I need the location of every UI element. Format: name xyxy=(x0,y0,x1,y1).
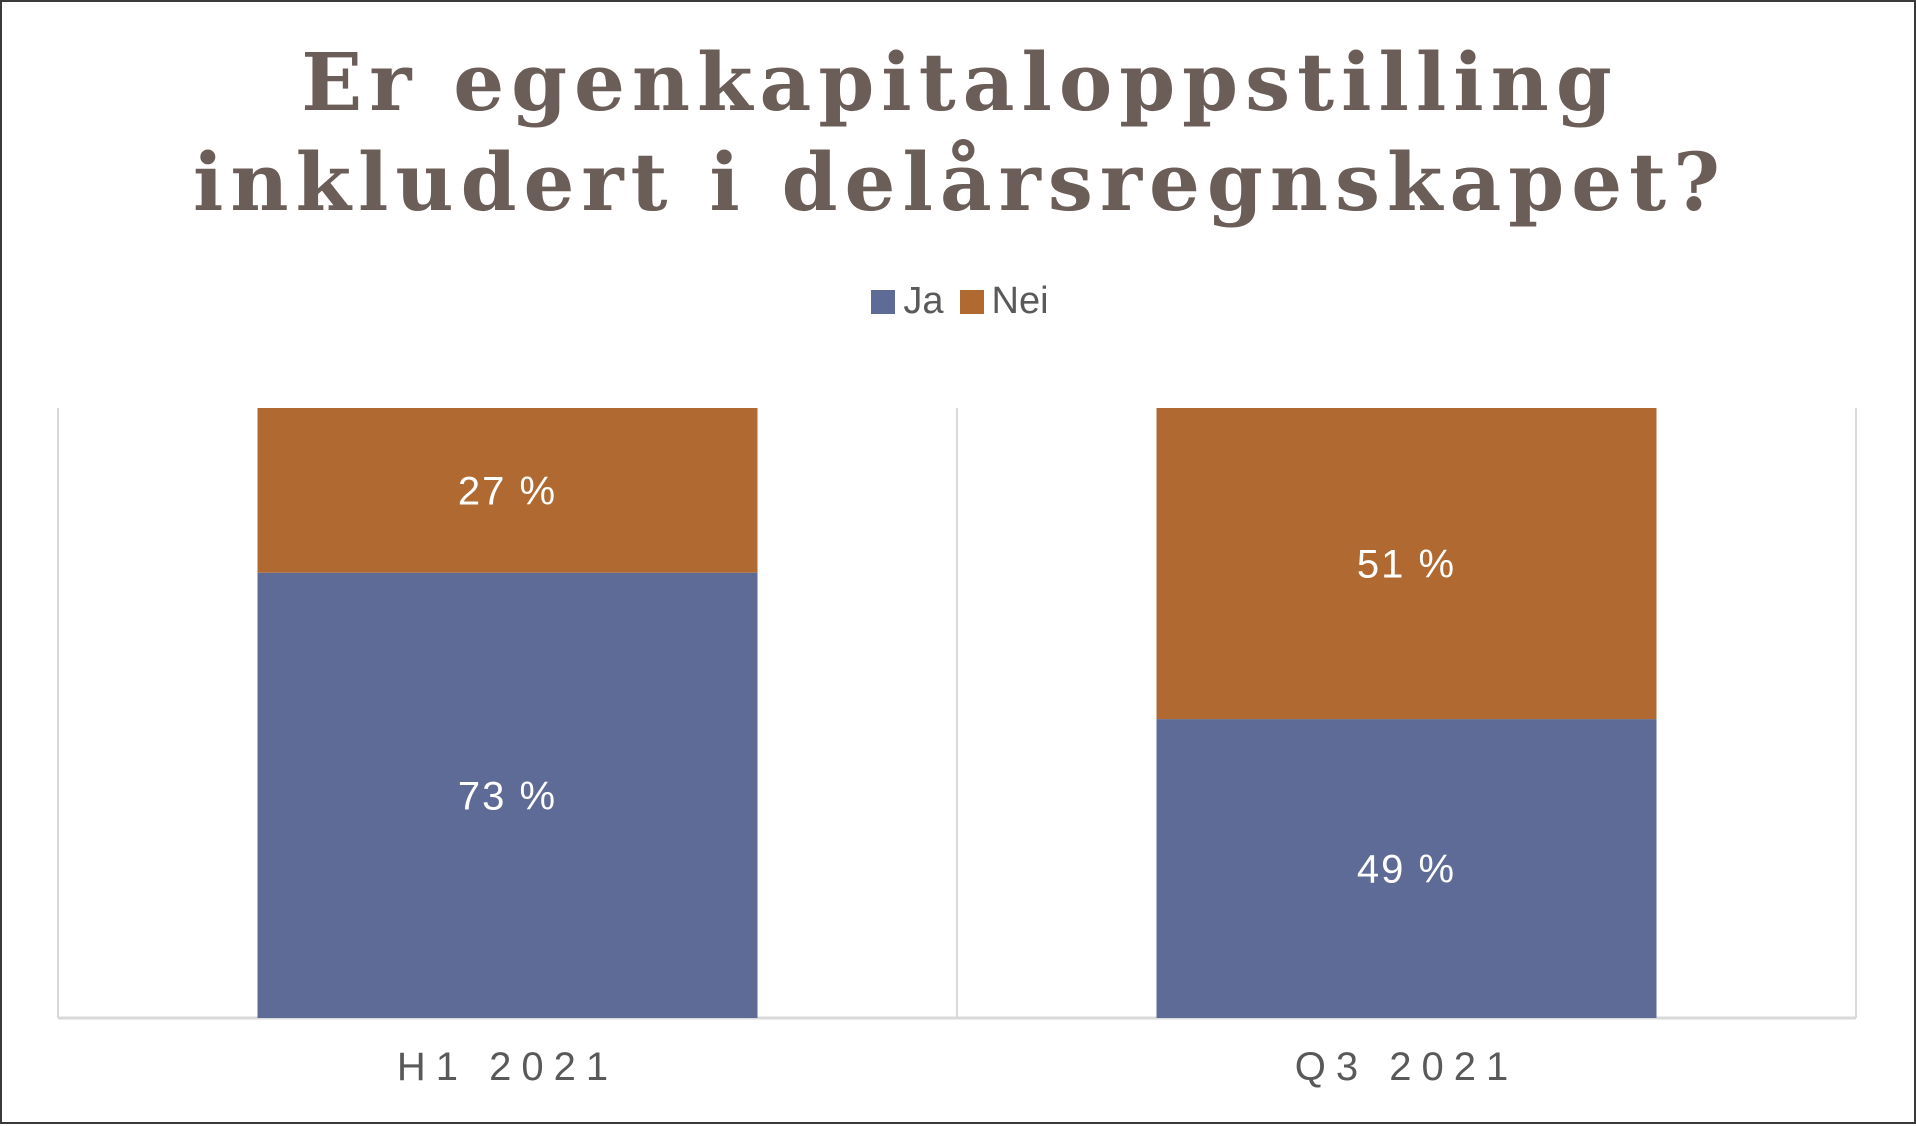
chart-title: Er egenkapitaloppstilling inkludert i de… xyxy=(2,32,1916,232)
bar-ja-1 xyxy=(257,572,758,1018)
data-label-ja-2: 49 % xyxy=(1357,848,1456,892)
legend-item-ja: Ja xyxy=(871,280,944,323)
data-label-nei-1: 27 % xyxy=(458,469,557,513)
data-label-ja-1: 73 % xyxy=(458,774,557,818)
category-label-2: Q3 2021 xyxy=(1295,1045,1518,1089)
data-label-nei-2: 51 % xyxy=(1357,543,1456,587)
bar-ja-2 xyxy=(1156,719,1657,1018)
chart-title-line-2: inkludert i delårsregnskapet? xyxy=(193,135,1727,229)
bar-nei-2 xyxy=(1156,408,1657,720)
chart-legend: Ja Nei xyxy=(2,280,1916,323)
chart-title-line-1: Er egenkapitaloppstilling xyxy=(301,35,1619,129)
legend-label-ja: Ja xyxy=(903,280,944,322)
legend-label-nei: Nei xyxy=(991,280,1049,322)
legend-swatch-ja xyxy=(871,289,896,314)
bar-nei-1 xyxy=(257,408,758,573)
category-label-1: H1 2021 xyxy=(397,1045,618,1089)
legend-item-nei: Nei xyxy=(959,280,1049,323)
legend-swatch-nei xyxy=(959,289,984,314)
